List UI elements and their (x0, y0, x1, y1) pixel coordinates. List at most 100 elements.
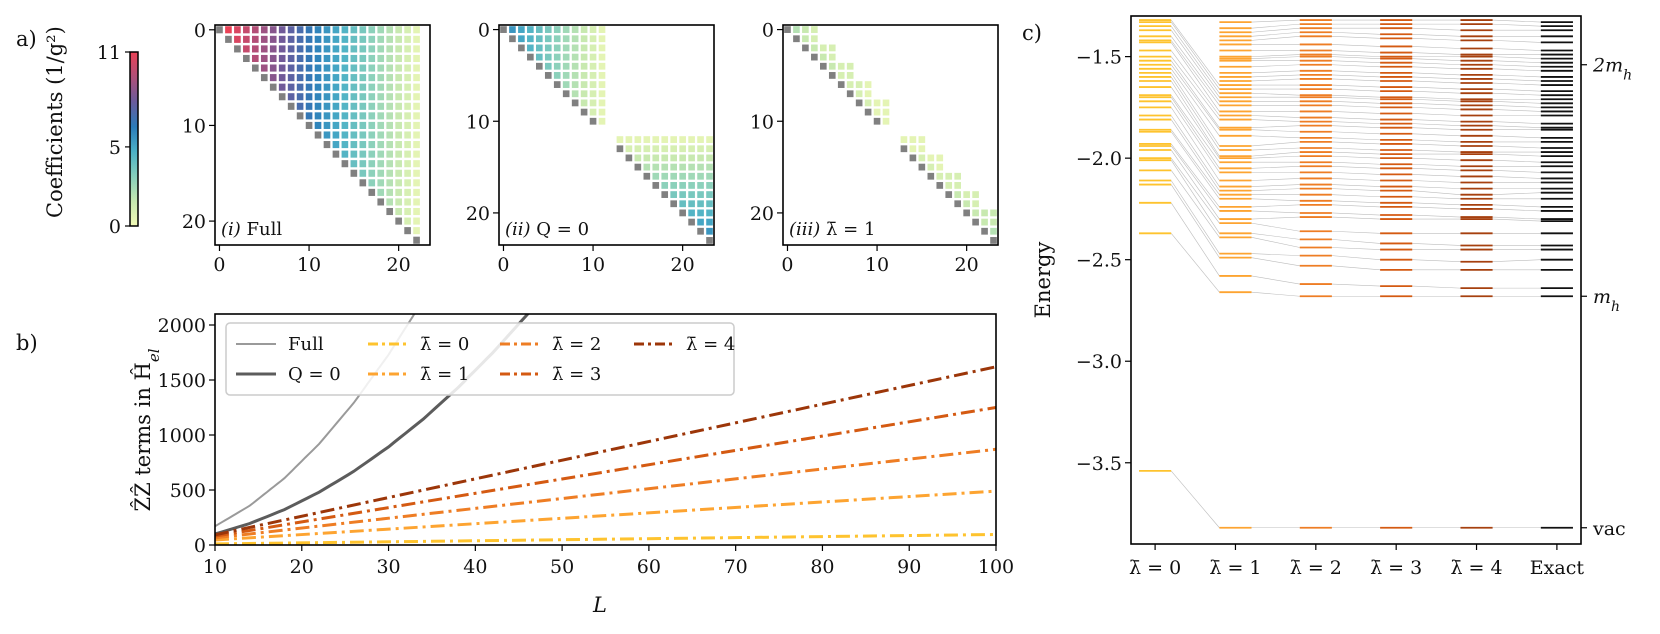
level-connector (1251, 125, 1300, 128)
level-connector (1492, 176, 1541, 179)
coefficient-cell (395, 64, 402, 72)
level-connector (1412, 157, 1461, 161)
coefficient-cell (386, 64, 394, 72)
coefficient-cell (652, 163, 660, 171)
coefficient-cell (395, 179, 402, 187)
diagonal-cell (936, 182, 944, 189)
coefficient-cell (413, 35, 420, 43)
level-connector (1251, 237, 1300, 248)
diagonal-cell (828, 72, 836, 79)
coefficient-cell (377, 45, 385, 53)
coefficient-cell (580, 81, 588, 88)
level-connector (1492, 56, 1541, 59)
coefficient-cell (679, 145, 686, 153)
line-chart-xlabel: L (592, 593, 607, 617)
diagonal-cell (243, 54, 250, 63)
coefficient-cell (580, 26, 588, 33)
coefficient-cell (386, 141, 394, 149)
line-chart-frame (214, 313, 997, 546)
y-tick-label: 2000 (158, 315, 206, 337)
coefficient-cell (661, 172, 669, 180)
coefficient-cell (643, 136, 651, 143)
level-connector (1412, 90, 1461, 94)
level-connector (1331, 64, 1381, 68)
coefficient-cell (287, 35, 295, 43)
y-tick-label: −2.0 (1076, 148, 1122, 170)
coefficient-cell (688, 145, 695, 153)
coefficient-cell (359, 131, 367, 139)
coefficient-cell (670, 182, 678, 189)
coefficient-cell (350, 121, 358, 129)
diagonal-cell (679, 209, 686, 217)
colorbar-tick-label: 5 (109, 137, 121, 159)
level-connector (1331, 111, 1381, 114)
coefficient-cell (864, 90, 872, 98)
coefficient-cell (598, 44, 606, 52)
legend-label: Q = 0 (288, 364, 341, 385)
panel-c-label: c) (1022, 21, 1042, 45)
diagonal-cell (990, 237, 997, 244)
level-connector (1492, 64, 1541, 68)
coefficient-cell (661, 136, 669, 143)
diagonal-cell (589, 117, 597, 125)
coefficient-cell (413, 179, 420, 187)
matrix-panel-label: (i) Full (221, 219, 282, 240)
x-tick-label: 40 (463, 556, 487, 578)
level-connector (1331, 54, 1381, 57)
colorbar-tick-label: 11 (97, 42, 121, 64)
level-connector (1170, 101, 1220, 173)
diagonal-cell (981, 227, 988, 235)
coefficient-cell (359, 26, 367, 34)
level-connector (1331, 125, 1381, 128)
level-connector (1251, 70, 1300, 74)
coefficient-cell (981, 209, 988, 217)
coefficient-cell (688, 209, 695, 217)
coefficient-cell (350, 35, 358, 43)
series-line-3 (215, 489, 996, 542)
coefficient-cell (580, 99, 588, 107)
coefficient-cell (688, 154, 695, 162)
level-connector (1331, 78, 1381, 82)
y-tick-label: 20 (182, 211, 206, 233)
coefficient-cell (918, 154, 926, 162)
coefficient-cell (341, 83, 349, 91)
coefficient-cell (323, 83, 331, 91)
coefficient-cell (377, 169, 385, 177)
coefficient-cell (368, 179, 376, 187)
diagonal-cell (368, 188, 376, 196)
diagonal-cell (625, 154, 633, 162)
coefficient-cell (697, 163, 704, 171)
spectrum-ylabel: Energy (1031, 242, 1055, 319)
level-connector (1251, 23, 1300, 29)
level-connector (1170, 233, 1220, 293)
level-connector (1331, 131, 1381, 135)
coefficient-cell (688, 182, 695, 189)
coefficient-cell (413, 93, 420, 101)
level-connector (1331, 105, 1381, 108)
diagonal-cell (500, 26, 507, 33)
diagonal-cell (945, 191, 953, 198)
coefficient-cell (518, 35, 525, 43)
y-tick-label: 500 (170, 480, 206, 502)
level-connector (1331, 94, 1381, 98)
level-connector (1492, 82, 1541, 86)
coefficient-cell (323, 131, 331, 139)
y-tick-label: 0 (762, 20, 774, 42)
coefficient-cell (278, 54, 286, 63)
level-connector (1331, 121, 1381, 124)
level-connector (1412, 119, 1461, 122)
level-connector (1412, 98, 1461, 102)
coefficient-cell (368, 54, 376, 63)
level-connector (1412, 168, 1461, 171)
level-connector (1331, 60, 1381, 64)
coefficient-cell (350, 150, 358, 158)
coefficient-cell (404, 217, 411, 225)
y-tick-label: 10 (182, 115, 206, 137)
level-connector (1331, 184, 1381, 187)
level-connector (1412, 149, 1461, 153)
level-connector (1251, 74, 1300, 78)
coefficient-cell (706, 154, 713, 162)
coefficient-cell (278, 64, 286, 72)
matrix-panel-i: 0 10 20 0 10 20 (i) Full (182, 20, 431, 276)
coefficient-cell (395, 26, 402, 34)
